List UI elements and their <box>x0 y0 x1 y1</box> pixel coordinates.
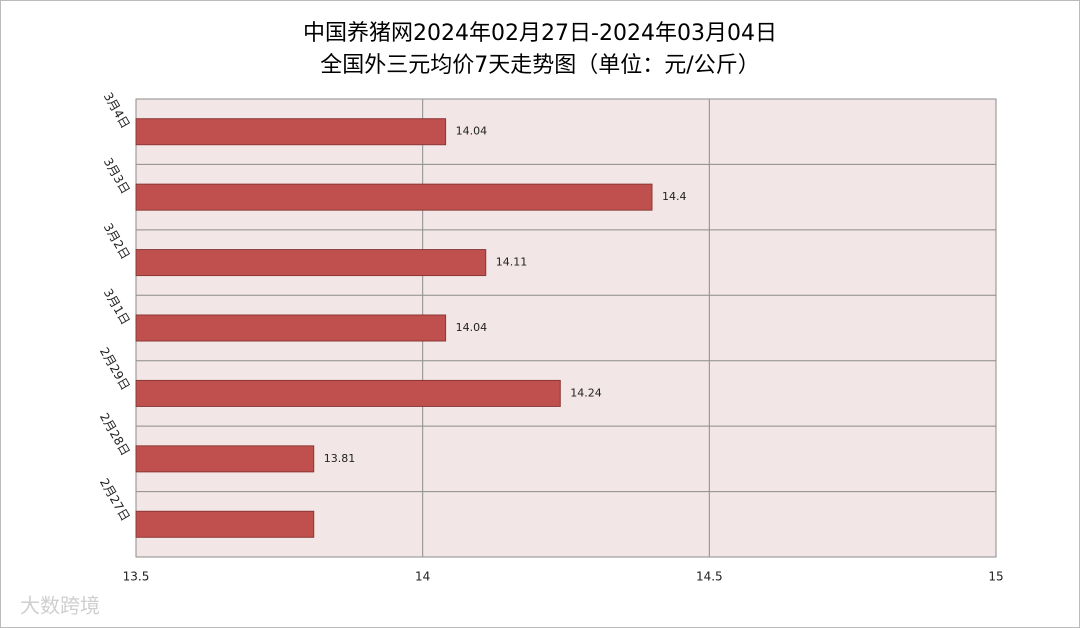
watermark: 大数跨境 <box>20 594 100 618</box>
x-tick-label: 15 <box>988 570 1003 584</box>
bar <box>135 379 561 407</box>
data-label: 14.04 <box>456 125 488 138</box>
x-tick-label: 14 <box>415 570 430 584</box>
data-label: 14.24 <box>570 386 602 399</box>
bar <box>135 183 653 211</box>
chart-subtitle: 全国外三元均价7天走势图（单位：元/公斤） <box>320 53 759 78</box>
bar <box>135 249 487 277</box>
bar <box>135 445 315 473</box>
data-label: 14.11 <box>496 256 528 269</box>
x-tick-label: 14.5 <box>696 570 723 584</box>
bar <box>135 118 447 146</box>
chart-title: 中国养猪网2024年02月27日-2024年03月04日 <box>303 21 777 46</box>
data-label: 13.81 <box>324 452 356 465</box>
bar <box>135 314 447 342</box>
data-label: 14.04 <box>456 321 488 334</box>
x-tick-label: 13.5 <box>123 570 150 584</box>
bar <box>135 510 315 538</box>
data-label: 14.4 <box>662 190 687 203</box>
